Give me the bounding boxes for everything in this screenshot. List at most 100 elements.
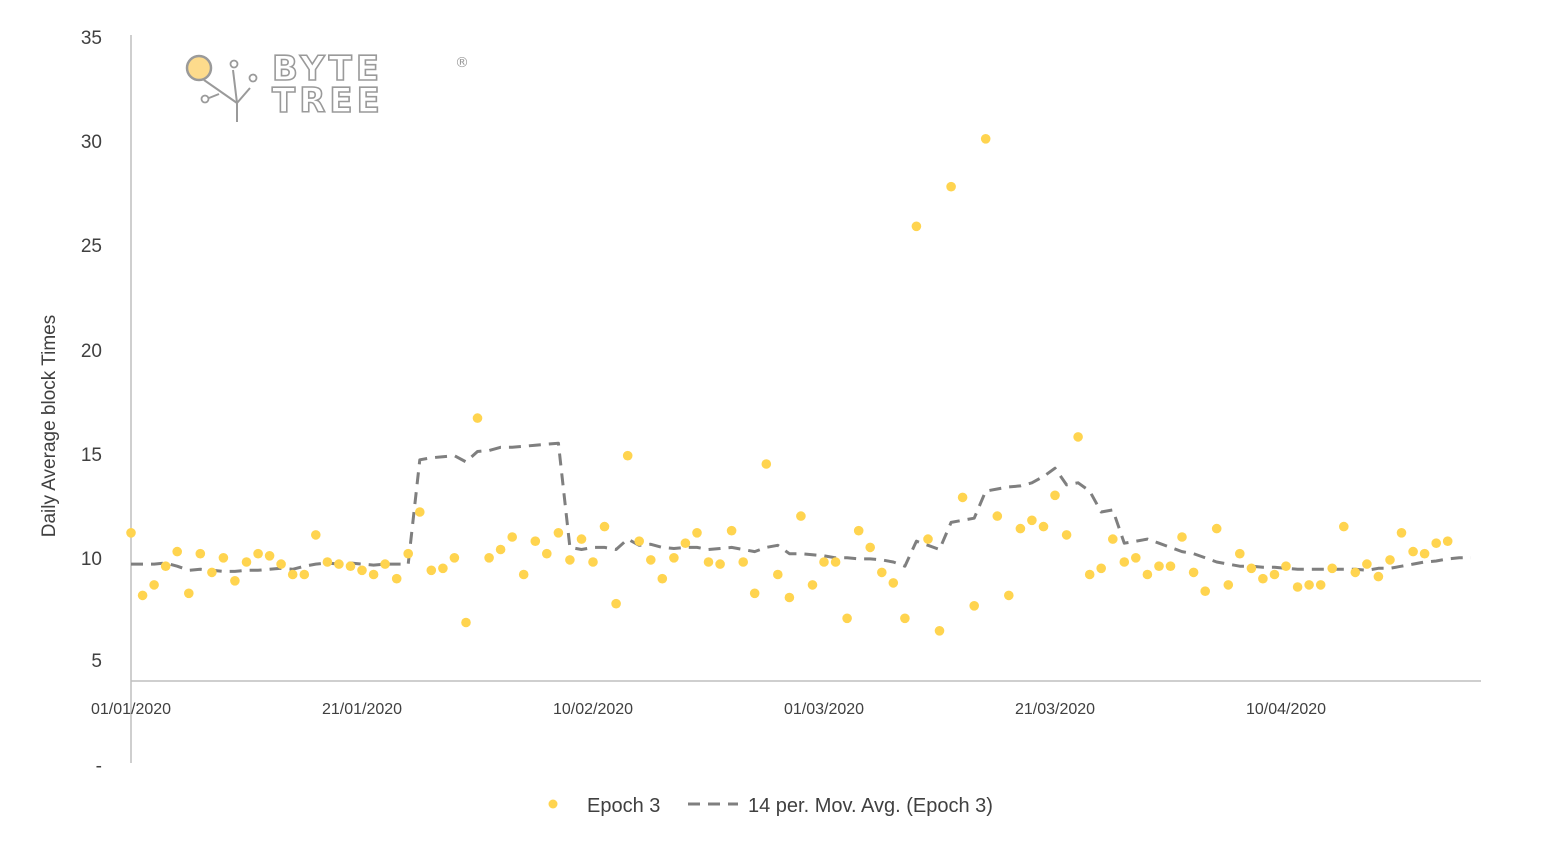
scatter-point [322,557,333,567]
scatter-point [1362,559,1372,569]
scatter-point [1004,590,1014,601]
scatter-point [726,525,737,536]
scatter-point [1235,548,1245,559]
scatter-point [160,561,171,571]
scatter-point [1200,586,1210,596]
scatter-point [992,511,1003,521]
scatter-point [830,557,841,567]
scatter-point [461,617,471,628]
scatter-point [1177,532,1187,542]
scatter-point [657,573,668,584]
scatter-point [1027,515,1037,526]
scatter-point [1223,580,1234,590]
scatter-point [1188,567,1199,578]
scatter-point [807,580,818,590]
scatter-point [1327,563,1337,574]
scatter-point [1038,521,1049,532]
scatter-point [1258,573,1268,584]
scatter-point [149,580,159,590]
scatter-point [749,588,760,599]
scatter-point [553,528,564,538]
logo-text-tree: TREE [272,81,384,121]
scatter-point [888,578,899,588]
y-tick-label: - [96,756,102,777]
legend-line-label: 14 per. Mov. Avg. (Epoch 3) [748,795,993,817]
scatter-point [391,573,402,584]
scatter-point [380,559,390,569]
bytetree-logo: BYTE TREE ® [185,48,469,122]
scatter-point [530,536,541,546]
scatter-point [484,553,494,563]
scatter-point [773,569,783,580]
moving-average-line [131,441,1471,573]
scatter-point [449,553,460,563]
scatter-point [345,561,356,571]
scatter-point [1108,534,1118,544]
scatter-point [703,557,714,567]
scatter-point [172,546,182,557]
scatter-point [957,492,968,503]
scatter-point [669,553,679,563]
scatter-point [1431,538,1441,548]
scatter-point [264,551,275,561]
scatter-point [507,532,517,542]
logo-registered-mark: ® [455,55,469,71]
scatter-point [241,557,252,567]
scatter-point [1339,521,1349,532]
x-tick-label: 10/04/2020 [1246,701,1326,718]
logo-circuit-icon [185,54,258,122]
y-tick-label: 15 [81,445,102,466]
scatter-point [518,569,529,580]
legend-scatter-marker [548,799,558,809]
scatter-point [230,576,240,586]
scatter-point [1292,582,1303,592]
scatter-point [1304,580,1314,590]
scatter-point [865,542,875,553]
scatter-point [784,592,795,603]
scatter-point [287,569,298,580]
scatter-point [1408,546,1418,557]
scatter-point [207,567,217,578]
scatter-point [969,601,979,611]
x-tick-label: 10/02/2020 [553,701,633,718]
scatter-point [334,559,344,569]
scatter-point [1246,563,1257,574]
scatter-point [218,553,229,563]
moving-average-series [131,441,1471,573]
scatter-point [126,528,136,538]
scatter-point [438,563,448,574]
scatter-point [1373,571,1384,582]
scatter-point [495,544,506,555]
y-tick-labels: 35 30 25 20 15 10 5 - [81,28,102,777]
scatter-point [1269,569,1280,580]
scatter-point [1211,523,1222,534]
scatter-point [403,548,414,559]
scatter-point [276,559,286,569]
scatter-point [1142,569,1153,580]
scatter-point [1385,555,1395,565]
scatter-point [137,590,148,601]
x-tick-label: 01/03/2020 [784,701,864,718]
scatter-point [1061,530,1072,540]
scatter-point [622,450,633,461]
scatter-point [1119,557,1130,567]
x-tick-label: 21/01/2020 [322,701,402,718]
scatter-point [415,507,425,517]
scatter-point [542,548,552,559]
scatter-point [426,565,437,576]
scatter-point [1419,548,1430,559]
scatter-point [934,626,945,636]
scatter-point [646,555,656,565]
scatter-point [842,613,852,624]
scatter-point [980,134,991,144]
scatter-point [1165,561,1176,571]
scatter-point [472,413,483,423]
y-tick-label: 30 [81,132,102,153]
y-tick-label: 35 [81,28,102,49]
y-tick-label: 10 [81,549,102,570]
scatter-point [611,598,621,609]
scatter-point [357,565,367,576]
scatter-point [184,588,194,599]
